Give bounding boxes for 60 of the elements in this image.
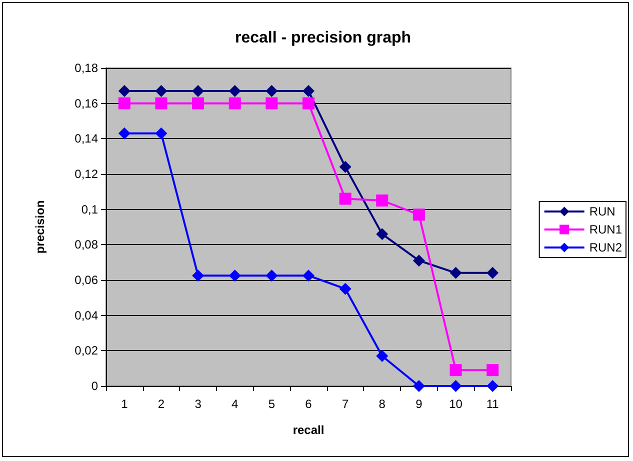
y-tick-label: 0,18 bbox=[74, 61, 98, 75]
y-tick-label: 0,1 bbox=[81, 202, 98, 216]
x-tick-label: 4 bbox=[232, 397, 239, 411]
point bbox=[339, 282, 352, 295]
point bbox=[376, 350, 388, 362]
x-tick-label: 3 bbox=[194, 397, 202, 411]
point bbox=[376, 228, 388, 240]
x-tick-label: 1 bbox=[121, 397, 128, 411]
point bbox=[302, 97, 314, 110]
x-tick-label: 7 bbox=[342, 397, 349, 411]
point bbox=[302, 84, 314, 97]
x-tick-label: 9 bbox=[416, 397, 423, 411]
point bbox=[155, 127, 168, 140]
point bbox=[450, 364, 462, 376]
point bbox=[450, 266, 462, 279]
y-tick-label: 0,06 bbox=[74, 273, 98, 287]
x-tick-label: 8 bbox=[378, 397, 386, 411]
point bbox=[118, 84, 130, 97]
y-tick-label: 0,08 bbox=[74, 238, 98, 252]
point bbox=[228, 97, 241, 110]
y-tick-label: 0,14 bbox=[74, 132, 98, 146]
x-tick-label: 10 bbox=[449, 397, 463, 411]
point bbox=[155, 97, 168, 110]
chart-title: recall - precision graph bbox=[234, 30, 412, 46]
point bbox=[412, 380, 425, 392]
point bbox=[192, 84, 204, 97]
point bbox=[266, 84, 278, 97]
y-axis-title: precision bbox=[33, 200, 47, 254]
point bbox=[192, 97, 204, 110]
point bbox=[192, 270, 204, 282]
x-tick-label: 5 bbox=[268, 397, 276, 411]
point bbox=[155, 84, 168, 97]
point bbox=[486, 380, 499, 392]
y-tick-label: 0,02 bbox=[74, 344, 98, 358]
legend-label: RUN1 bbox=[589, 222, 622, 236]
point bbox=[412, 254, 425, 267]
point bbox=[339, 192, 352, 205]
legend-label: RUN2 bbox=[589, 240, 622, 254]
x-tick-label: 11 bbox=[486, 397, 500, 411]
x-tick-label: 2 bbox=[158, 397, 165, 411]
point bbox=[486, 364, 499, 376]
y-tick-label: 0,04 bbox=[74, 308, 98, 322]
point bbox=[339, 160, 352, 173]
point bbox=[266, 97, 278, 110]
point bbox=[486, 266, 499, 279]
x-tick-label: 6 bbox=[305, 397, 312, 411]
y-tick-label: 0 bbox=[91, 379, 98, 393]
legend-label: RUN bbox=[589, 204, 616, 218]
point bbox=[376, 194, 388, 206]
x-axis-title: recall bbox=[292, 423, 324, 437]
y-tick-label: 0,12 bbox=[74, 167, 98, 181]
point bbox=[118, 127, 130, 140]
point bbox=[412, 208, 425, 221]
point bbox=[228, 84, 241, 97]
point bbox=[450, 380, 462, 392]
point bbox=[118, 97, 130, 110]
point bbox=[228, 270, 241, 282]
point bbox=[302, 270, 314, 282]
point bbox=[266, 270, 278, 282]
y-tick-label: 0,16 bbox=[74, 96, 98, 110]
